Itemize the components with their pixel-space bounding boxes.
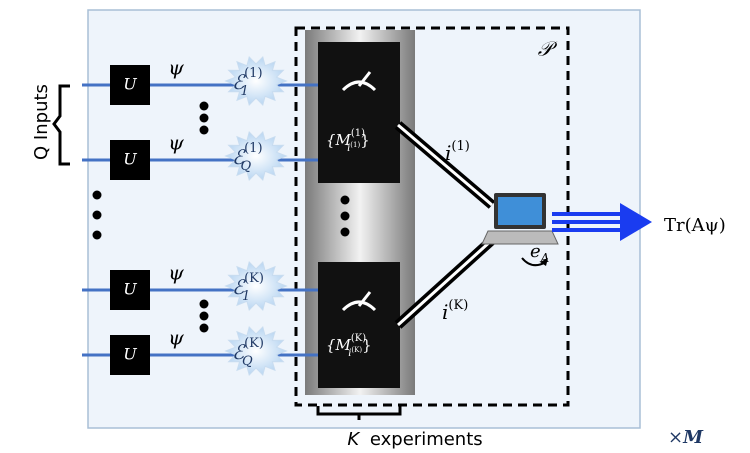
unitary-label: U [123, 280, 137, 299]
channel-sub: Q [242, 354, 253, 369]
dot [93, 191, 102, 200]
output-label: Tr(Aψ) [664, 215, 726, 236]
outcome-sup: (1) [451, 139, 469, 154]
dot [200, 312, 209, 321]
channel-sub: Q [241, 159, 252, 174]
m-close: } [360, 131, 370, 149]
channel-sub: 1 [242, 289, 250, 304]
m-subsup: (1) [350, 141, 360, 149]
dot [93, 231, 102, 240]
psi-label: ψ [168, 56, 184, 80]
channel-sup: (1) [244, 141, 262, 156]
unitary-label: U [123, 345, 137, 364]
dot [93, 211, 102, 220]
dot [200, 114, 209, 123]
measurement-box [318, 42, 400, 183]
dot [341, 212, 350, 221]
channel-sup: (K) [244, 271, 264, 286]
k-symbol: K [347, 429, 360, 450]
unitary-label: U [123, 75, 137, 94]
psi-label: ψ [168, 131, 184, 155]
psi-label: ψ [168, 326, 184, 350]
dot [200, 102, 209, 111]
m-symbol: M [682, 427, 704, 448]
times-symbol: × [668, 427, 683, 448]
bracket [54, 86, 70, 164]
dot [341, 228, 350, 237]
q-inputs-label: Q Inputs [31, 84, 52, 160]
dot [200, 324, 209, 333]
m-close: } [362, 336, 372, 354]
outcome-sup: (K) [448, 298, 468, 313]
psi-label: ψ [168, 261, 184, 285]
unitary-label: U [123, 150, 137, 169]
k-experiments-label: K experiments [347, 429, 482, 450]
measurement-box [318, 262, 400, 388]
channel-sub: 1 [241, 84, 249, 99]
channel-sup: (1) [244, 66, 262, 81]
repeat-label: ×M [668, 427, 704, 448]
dot [341, 196, 350, 205]
dot [200, 300, 209, 309]
dot [200, 126, 209, 135]
m-subsup: (K) [351, 346, 362, 354]
channel-sup: (K) [244, 336, 264, 351]
diagram: Uψℰ(1)1Uψℰ(1)QUψℰ(K)1Uψℰ(K)Q{M(1)i(1)}{M… [0, 0, 750, 453]
experiments-text: experiments [370, 429, 483, 450]
